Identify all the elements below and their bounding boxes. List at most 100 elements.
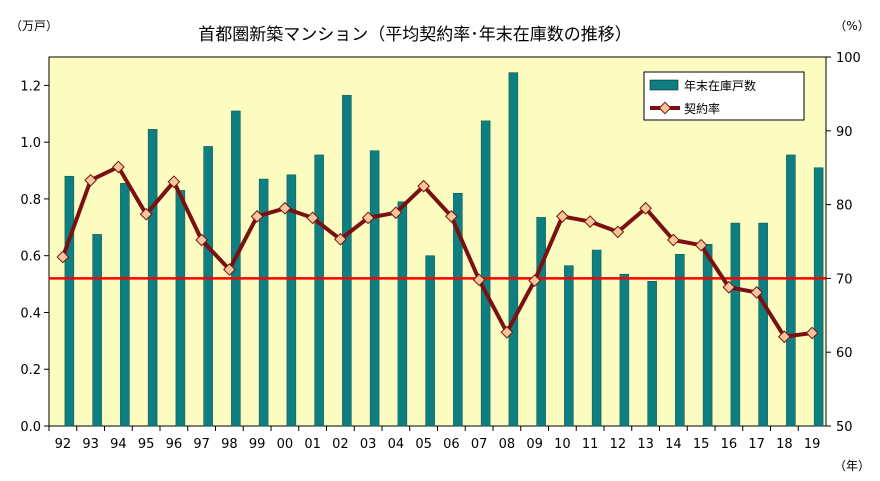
- bar-97: [203, 146, 213, 427]
- bar-02: [342, 95, 352, 427]
- x-tick-label: 97: [193, 437, 210, 452]
- x-tick-label: 01: [304, 437, 321, 452]
- x-tick-label: 93: [82, 437, 99, 452]
- bar-08: [508, 72, 519, 427]
- x-tick-label: 07: [471, 437, 488, 452]
- right-tick-label: 100: [836, 51, 861, 66]
- x-tick-label: 03: [360, 437, 377, 452]
- bar-09: [536, 217, 546, 427]
- x-tick-label: 92: [55, 437, 72, 452]
- point-04: [389, 206, 403, 220]
- point-18: [778, 330, 791, 344]
- bar-19: [813, 167, 824, 427]
- x-tick-label: 99: [249, 437, 266, 452]
- x-tick-label: 94: [110, 437, 127, 452]
- point-94: [112, 160, 125, 174]
- bar-14: [675, 254, 685, 427]
- right-tick-label: 90: [836, 125, 853, 140]
- x-tick-label: 09: [526, 437, 543, 452]
- x-tick-label: 05: [415, 437, 432, 452]
- x-tick-label: 02: [332, 437, 349, 452]
- bar-03: [369, 150, 380, 427]
- point-00: [278, 201, 292, 215]
- point-08: [500, 325, 514, 339]
- point-05: [417, 179, 430, 193]
- right-tick-label: 80: [836, 199, 853, 214]
- x-tick-label: 17: [748, 437, 765, 452]
- line-contract-rate: [60, 164, 813, 339]
- x-tick-label: 18: [776, 437, 793, 452]
- bar-92: [64, 175, 75, 427]
- point-93: [84, 173, 97, 187]
- bar-93: [92, 234, 102, 427]
- bar-05: [425, 255, 435, 427]
- point-02: [334, 232, 347, 246]
- left-tick-label: 0.2: [20, 363, 41, 378]
- x-tick-label: 06: [443, 437, 460, 452]
- point-10: [556, 210, 569, 223]
- legend: 年末在庫戸数 契約率: [643, 71, 805, 121]
- bar-11: [591, 249, 602, 427]
- legend-bar-swatch: [649, 79, 679, 91]
- point-06: [445, 210, 458, 223]
- line-series: [56, 160, 819, 344]
- left-tick-label: 1.2: [20, 79, 41, 94]
- x-tick-label: 10: [554, 437, 571, 452]
- bar-10: [564, 265, 574, 427]
- left-tick-label: 0.6: [20, 250, 41, 265]
- right-tick-label: 60: [836, 346, 853, 361]
- x-tick-label: 11: [582, 437, 599, 452]
- point-98: [223, 263, 236, 276]
- legend-line-marker: [658, 101, 672, 115]
- bar-01: [314, 154, 324, 427]
- bar-07: [480, 120, 491, 427]
- chart-title: 首都圏新築マンション（平均契約率･年末在庫数の推移）: [198, 25, 632, 45]
- point-17: [750, 286, 763, 299]
- bar-00: [286, 174, 297, 427]
- bar-17: [758, 222, 768, 427]
- x-tick-label: 13: [637, 437, 654, 452]
- legend-line-label: 契約率: [684, 101, 720, 116]
- x-tick-label: 08: [499, 437, 516, 452]
- x-tick-label: 98: [221, 437, 238, 452]
- bar-12: [619, 273, 630, 427]
- point-92: [56, 250, 70, 264]
- x-tick-label: 14: [665, 437, 682, 452]
- point-11: [583, 215, 597, 228]
- left-tick-label: 0.8: [20, 193, 41, 208]
- x-tick-label: 04: [388, 437, 405, 452]
- point-99: [250, 210, 264, 223]
- point-19: [805, 326, 819, 340]
- point-01: [306, 211, 319, 225]
- axes: 0.0 0.2 0.4 0.6 0.8 1.0 1.2 50 60 70 80 90 100 92 93 94…: [20, 51, 861, 452]
- bar-13: [647, 280, 657, 427]
- point-16: [722, 280, 736, 294]
- bar-96: [175, 190, 186, 427]
- x-tick-label: 96: [166, 437, 183, 452]
- point-09: [528, 274, 541, 287]
- bar-18: [786, 154, 796, 427]
- point-12: [611, 225, 625, 239]
- legend-bar-label: 年末在庫戸数: [684, 78, 756, 93]
- x-tick-label: 16: [721, 437, 738, 452]
- point-96: [167, 175, 181, 189]
- point-95: [139, 207, 153, 221]
- right-tick-label: 70: [836, 272, 853, 287]
- bar-15: [702, 244, 713, 427]
- bar-99: [258, 178, 269, 427]
- x-tick-label: 00: [277, 437, 294, 452]
- left-axis-unit: （万戸）: [10, 19, 58, 33]
- right-axis-unit: （%）: [834, 19, 869, 33]
- point-97: [195, 233, 208, 247]
- x-axis-unit: （年）: [834, 459, 870, 473]
- x-tick-label: 12: [610, 437, 627, 452]
- point-14: [667, 233, 680, 247]
- point-07: [472, 273, 486, 287]
- x-tick-label: 15: [693, 437, 710, 452]
- x-tick-label: 19: [804, 437, 821, 452]
- bar-06: [453, 192, 463, 427]
- left-tick-label: 0.4: [20, 306, 41, 321]
- right-tick-label: 50: [836, 420, 853, 435]
- point-13: [639, 201, 652, 215]
